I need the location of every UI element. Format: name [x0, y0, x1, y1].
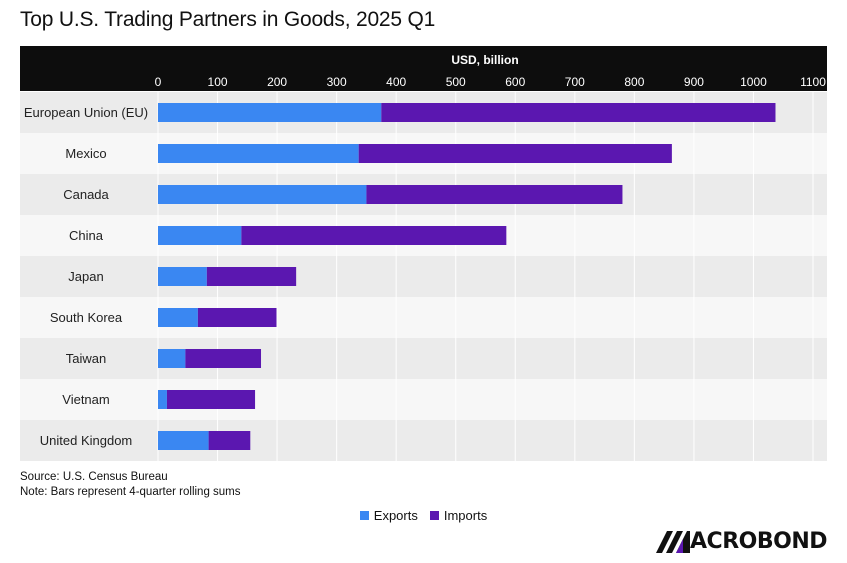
x-tick-label: 800	[624, 75, 644, 89]
chart-title: Top U.S. Trading Partners in Goods, 2025…	[20, 8, 436, 31]
category-label: Vietnam	[62, 392, 109, 407]
x-axis-label: USD, billion	[451, 53, 518, 67]
bar-exports	[158, 349, 186, 368]
x-tick-label: 900	[684, 75, 704, 89]
bar-exports	[158, 185, 367, 204]
chart-note: Note: Bars represent 4-quarter rolling s…	[20, 486, 241, 498]
x-tick-label: 300	[327, 75, 347, 89]
x-tick-label: 700	[565, 75, 585, 89]
row-band	[20, 297, 827, 338]
bar-imports	[166, 390, 256, 409]
category-label: Taiwan	[66, 351, 106, 366]
x-tick-labels: 0 100 200 300 400 500 600 700 800 900 1000 1100	[155, 75, 827, 89]
bar-imports	[241, 226, 507, 245]
bar-imports	[197, 308, 277, 327]
macrobond-m-icon	[656, 531, 691, 553]
bar-imports	[358, 144, 672, 163]
macrobond-logo: ACROBOND	[656, 531, 827, 553]
x-tick-label: 1100	[800, 75, 826, 89]
x-tick-label: 1000	[740, 75, 767, 89]
category-label: Japan	[68, 269, 103, 284]
legend-swatch-exports	[359, 511, 369, 520]
bar-imports	[206, 267, 297, 286]
legend: Exports Imports	[0, 508, 847, 523]
source-note: Source: U.S. Census Bureau	[20, 471, 168, 483]
bar-exports	[158, 144, 359, 163]
bar-exports	[158, 267, 207, 286]
legend-item-exports: Exports	[359, 508, 418, 523]
bar-imports	[185, 349, 262, 368]
legend-label-imports: Imports	[443, 508, 488, 523]
bar-exports	[158, 226, 242, 245]
axis-header-band	[20, 46, 827, 91]
bar-exports	[158, 431, 209, 450]
x-tick-label: 0	[155, 75, 162, 89]
bar-exports	[158, 390, 167, 409]
row-band	[20, 379, 827, 420]
bar-exports	[158, 308, 198, 327]
legend-item-imports: Imports	[429, 508, 488, 523]
category-label: Canada	[63, 187, 109, 202]
row-band	[20, 338, 827, 379]
legend-label-exports: Exports	[373, 508, 418, 523]
legend-swatch-imports	[429, 511, 439, 520]
row-band	[20, 256, 827, 297]
x-tick-label: 100	[208, 75, 228, 89]
bar-imports	[366, 185, 623, 204]
x-tick-label: 200	[267, 75, 287, 89]
category-label: Mexico	[65, 146, 106, 161]
bar-imports	[381, 103, 776, 122]
x-tick-label: 400	[386, 75, 406, 89]
bar-exports	[158, 103, 382, 122]
row-band	[20, 420, 827, 461]
category-label: South Korea	[50, 310, 123, 325]
category-label: China	[69, 228, 104, 243]
category-label: United Kingdom	[40, 433, 133, 448]
bar-imports	[208, 431, 251, 450]
logo-wordmark: ACROBOND	[690, 529, 827, 554]
x-tick-label: 500	[446, 75, 466, 89]
bars	[158, 103, 776, 450]
category-label: European Union (EU)	[24, 105, 148, 120]
category-labels: European Union (EU) Mexico Canada China Japa…	[24, 105, 148, 448]
x-tick-label: 600	[505, 75, 525, 89]
